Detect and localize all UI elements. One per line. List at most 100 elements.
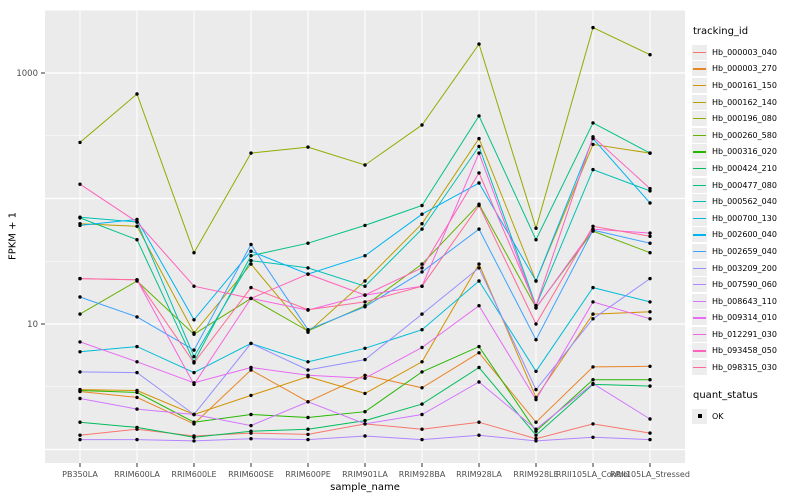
legend-key-swatch <box>692 310 707 326</box>
data-point <box>534 387 538 392</box>
data-point <box>477 279 481 283</box>
data-point <box>135 370 139 375</box>
legend-key-swatch <box>692 277 707 293</box>
data-point <box>477 114 481 118</box>
data-point <box>135 217 139 222</box>
legend-item-Hb_000003_040: Hb_000003_040 <box>692 44 798 61</box>
legend-key-swatch <box>692 160 707 176</box>
data-point <box>420 203 424 208</box>
legend-label: Hb_000316_020 <box>712 147 777 157</box>
data-point <box>135 390 139 395</box>
data-point <box>534 420 538 424</box>
data-point <box>591 422 595 426</box>
data-point <box>306 145 310 149</box>
x-tick-label: RRIM901LA <box>342 470 388 479</box>
data-point <box>306 360 310 364</box>
data-point <box>363 422 367 426</box>
data-point <box>192 348 196 352</box>
data-point <box>249 423 253 428</box>
data-point <box>306 427 310 431</box>
legend-key-swatch <box>692 326 707 342</box>
color-legend-title: tracking_id <box>693 26 749 37</box>
data-point <box>477 136 481 141</box>
data-point <box>591 300 595 304</box>
legend-item-Hb_000477_080: Hb_000477_080 <box>692 177 798 194</box>
legend-key-line <box>693 151 706 153</box>
data-point <box>420 270 424 274</box>
legend-key-swatch <box>692 194 707 210</box>
data-point <box>249 341 253 346</box>
legend-item-Hb_000162_140: Hb_000162_140 <box>692 94 798 111</box>
legend-label: Hb_002600_040 <box>712 230 777 240</box>
legend-label: Hb_000700_130 <box>712 213 777 223</box>
data-point <box>306 373 310 377</box>
data-point <box>534 304 538 308</box>
data-point <box>78 350 82 354</box>
data-point <box>477 151 481 155</box>
legend-item-Hb_000161_150: Hb_000161_150 <box>692 77 798 94</box>
data-point <box>78 388 82 393</box>
legend-label: Hb_000477_080 <box>712 180 777 190</box>
data-point <box>363 346 367 350</box>
data-point <box>78 370 82 374</box>
legend-item-Hb_000700_130: Hb_000700_130 <box>692 210 798 227</box>
legend-key-line <box>693 167 706 170</box>
legend-key-swatch <box>692 343 707 359</box>
legend-key-swatch <box>692 61 707 77</box>
data-point <box>306 400 310 404</box>
data-point <box>648 300 652 304</box>
data-point <box>78 420 82 424</box>
x-tick-label: RRIM928LA <box>456 470 502 479</box>
data-point <box>363 376 367 380</box>
data-point <box>591 378 595 382</box>
legend-key-swatch <box>692 77 707 93</box>
data-point <box>192 370 196 375</box>
legend-key-line <box>693 217 706 220</box>
data-point <box>363 279 367 283</box>
data-point <box>591 224 595 228</box>
data-point <box>135 425 139 430</box>
legend-key-line <box>693 118 706 120</box>
data-point <box>135 220 139 224</box>
data-point <box>534 279 538 283</box>
data-point <box>648 53 652 57</box>
quant-status-key <box>692 408 707 424</box>
data-point <box>306 328 310 332</box>
data-point <box>192 354 196 359</box>
data-point <box>78 182 82 186</box>
data-point <box>306 241 310 245</box>
data-point <box>591 227 595 231</box>
data-point <box>477 262 481 266</box>
data-point <box>648 417 652 421</box>
data-point <box>534 433 538 437</box>
legend-label: Hb_000162_140 <box>712 97 777 107</box>
data-point <box>477 304 481 308</box>
shape-legend-title: quant_status <box>693 389 758 401</box>
data-point <box>135 407 139 411</box>
legend-key-line <box>693 333 706 336</box>
data-point <box>135 360 139 364</box>
data-point <box>78 396 82 401</box>
data-point <box>648 310 652 314</box>
data-point <box>648 231 652 235</box>
legend-key-swatch <box>692 177 707 193</box>
data-point <box>648 234 652 238</box>
legend-label: Hb_093458_050 <box>712 346 777 356</box>
data-point <box>591 285 595 290</box>
data-point <box>477 351 481 355</box>
x-axis-title: sample_name <box>330 482 400 493</box>
data-point <box>420 437 424 442</box>
legend-label: Hb_098315_030 <box>712 363 777 373</box>
x-tick-label: RRIM600PE <box>285 470 331 479</box>
data-point <box>591 435 595 439</box>
color-legend-items: Hb_000003_040 Hb_000003_270 Hb_000161_150 H… <box>692 44 798 376</box>
y-tick-label: 1000 <box>16 69 38 79</box>
quant-status-item: OK <box>692 408 798 425</box>
x-tick-label: RRIM600LA <box>114 470 160 479</box>
legend-item-Hb_003209_200: Hb_003209_200 <box>692 260 798 277</box>
data-point <box>78 433 82 437</box>
data-point <box>135 224 139 228</box>
data-point <box>306 437 310 442</box>
legend-item-Hb_002600_040: Hb_002600_040 <box>692 227 798 244</box>
data-point <box>363 223 367 228</box>
